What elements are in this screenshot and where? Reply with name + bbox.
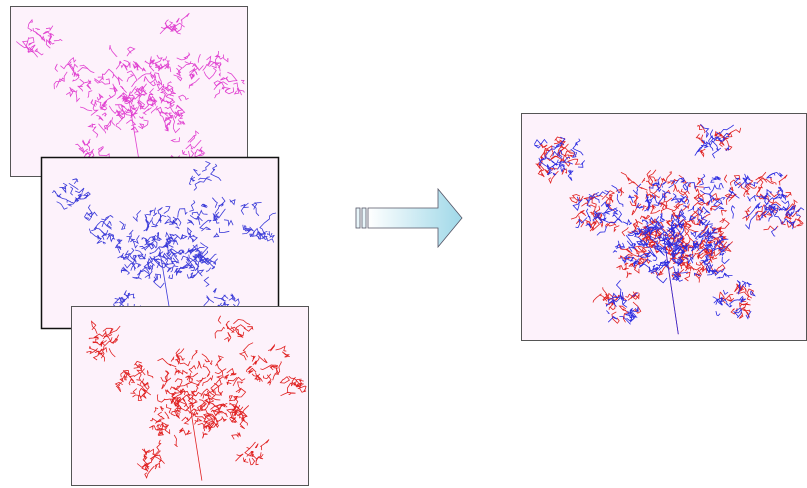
- diagram: [0, 0, 807, 488]
- arrow-stripe: [362, 208, 366, 228]
- arrow-body: [368, 189, 462, 247]
- merge-arrow: [356, 189, 462, 247]
- page: (() => { const NS = 'http://www.w3.org/2…: [0, 0, 807, 488]
- blue-map-panel: [42, 158, 279, 329]
- arrow-stripe: [356, 208, 360, 228]
